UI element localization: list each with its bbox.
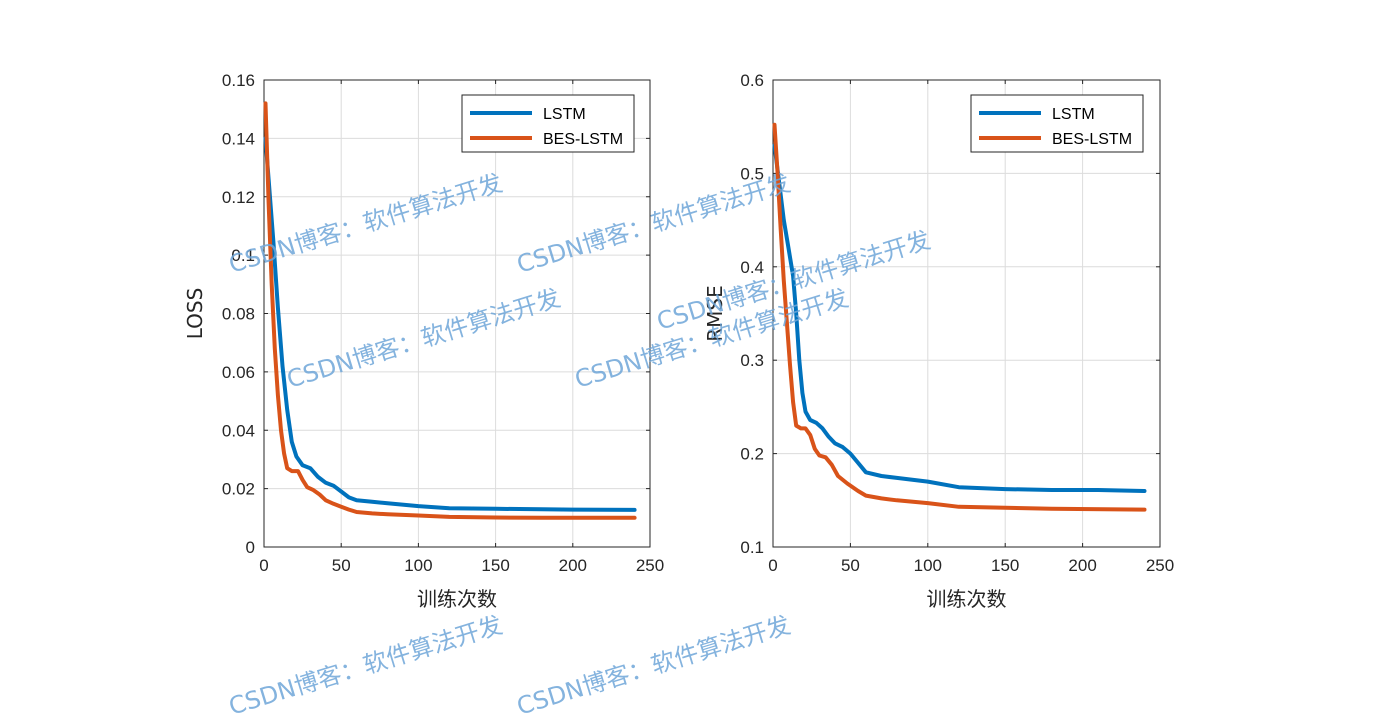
series-line-lstm xyxy=(263,136,637,512)
y-tick-label: 0.2 xyxy=(740,445,764,464)
x-tick-label: 200 xyxy=(1068,556,1096,575)
x-tick-label: 250 xyxy=(636,556,664,575)
chart-panel-1: 0 50 100 150 200 250 0 0.02 0.04 0.06 0.08 0.1 0.12 0… xyxy=(183,71,664,611)
y-tick-label: 0.16 xyxy=(222,71,255,90)
series-line-bes-lstm xyxy=(772,122,1147,512)
x-tick-label: 200 xyxy=(559,556,587,575)
legend-label-lstm: LSTM xyxy=(543,106,586,123)
y-tick-label: 0.14 xyxy=(222,129,255,148)
x-tick-label: 250 xyxy=(1146,556,1174,575)
x-tick-label: 100 xyxy=(914,556,942,575)
x-tick-label: 100 xyxy=(404,556,432,575)
legend-box xyxy=(970,94,1144,153)
y-tick-label: 0 xyxy=(246,538,255,557)
x-tick-label: 0 xyxy=(259,556,268,575)
y-tick-label: 0.4 xyxy=(740,258,764,277)
series-line-lstm xyxy=(772,143,1147,493)
y-axis-label: LOSS xyxy=(183,288,207,340)
legend: LSTM BES-LSTM xyxy=(461,94,635,153)
y-tick-label: 0.02 xyxy=(222,480,255,499)
y-tick-label: 0.1 xyxy=(740,538,764,557)
x-tick-label: 50 xyxy=(332,556,351,575)
y-tick-label: 0.12 xyxy=(222,188,255,207)
y-tick-label: 0.6 xyxy=(740,71,764,90)
legend-label-lstm: LSTM xyxy=(1052,106,1095,123)
legend-box xyxy=(461,94,635,153)
x-tick-label: 150 xyxy=(481,556,509,575)
x-tick-label: 150 xyxy=(991,556,1019,575)
y-tick-label: 0.1 xyxy=(231,246,255,265)
y-tick-label: 0.3 xyxy=(740,351,764,370)
y-axis-label: RMSE xyxy=(703,285,727,341)
y-tick-label: 0.04 xyxy=(222,421,255,440)
watermark-layer: CSDN博客：软件算法开发CSDN博客：软件算法开发CSDN博客：软件算法开发C… xyxy=(226,169,934,715)
legend-label-bes-lstm: BES-LSTM xyxy=(1052,131,1132,148)
y-tick-label: 0.08 xyxy=(222,305,255,324)
watermark-text: CSDN博客：软件算法开发 xyxy=(226,611,506,715)
plot-area-frame xyxy=(772,79,1161,548)
x-tick-label: 50 xyxy=(841,556,860,575)
watermark-text: CSDN博客：软件算法开发 xyxy=(284,284,564,394)
x-axis-label: 训练次数 xyxy=(927,587,1007,611)
y-tick-label: 0.5 xyxy=(740,164,764,183)
x-tick-label: 0 xyxy=(768,556,777,575)
chart-panel-2: 0 50 100 150 200 250 0.1 0.2 0.3 0.4 0.5 0.6 训练次数 RMS… xyxy=(703,71,1174,611)
legend: LSTM BES-LSTM xyxy=(970,94,1144,153)
y-tick-label: 0.06 xyxy=(222,363,255,382)
x-axis-label: 训练次数 xyxy=(417,587,497,611)
legend-label-bes-lstm: BES-LSTM xyxy=(543,131,623,148)
series-line-bes-lstm xyxy=(263,101,637,520)
watermark-text: CSDN博客：软件算法开发 xyxy=(514,611,794,715)
